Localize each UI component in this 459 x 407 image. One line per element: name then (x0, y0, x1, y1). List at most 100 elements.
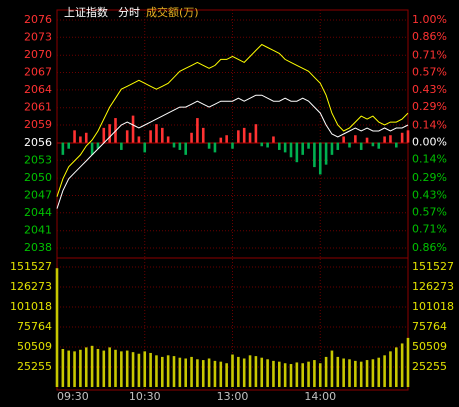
strength-bar (377, 142, 381, 149)
volume-bar (201, 360, 205, 387)
y2-tick-label: 0.57% (412, 66, 447, 79)
volume-bar (260, 357, 264, 387)
y2-tick-label: 0.86% (412, 241, 447, 254)
y-tick-label: 2064 (24, 83, 52, 96)
y-tick-label-right: 50509 (412, 340, 447, 353)
strength-bar (359, 142, 363, 150)
y2-tick-label: 0.86% (412, 30, 447, 43)
volume-bar (184, 358, 187, 387)
volume-bar (114, 349, 117, 387)
mode-label: 分时 (118, 6, 140, 19)
volume-bar (318, 363, 322, 387)
volume-bar (330, 350, 334, 387)
strength-bar (84, 132, 88, 143)
y2-tick-label: 0.57% (412, 205, 447, 218)
volume-bar (248, 355, 252, 387)
x-tick-label: 10:30 (129, 390, 161, 403)
volume-bar (219, 361, 223, 387)
volume-bar (196, 359, 199, 387)
volume-bar (166, 355, 170, 387)
strength-bar (389, 135, 392, 143)
y-tick-label: 2050 (24, 171, 52, 184)
strength-bar (342, 136, 345, 143)
volume-bar (313, 360, 316, 387)
volume-bar (225, 363, 228, 387)
y2-tick-label: 0.14% (412, 153, 447, 166)
y-tick-label: 2047 (24, 188, 52, 201)
y2-tick-label: 0.14% (412, 118, 447, 131)
y-tick-label: 2076 (24, 13, 52, 26)
strength-bar (295, 142, 299, 163)
volume-bar (79, 349, 82, 387)
volume-bar (359, 361, 363, 387)
volume-bar (102, 350, 106, 387)
y-tick-label: 2070 (24, 48, 52, 61)
index-line (56, 94, 409, 209)
strength-bar (400, 132, 404, 143)
volume-bar (137, 353, 141, 387)
strength-bar (73, 130, 76, 143)
strength-bar (324, 142, 328, 165)
strength-bar (289, 142, 293, 158)
strength-bar (365, 137, 369, 143)
strength-bar (213, 142, 217, 153)
strength-bar (201, 127, 205, 143)
volume-bar (400, 343, 404, 387)
strength-bar (278, 142, 281, 150)
strength-bar (330, 142, 334, 155)
volume-bar (383, 355, 386, 387)
y-tick-label: 2044 (24, 206, 52, 219)
strength-bar (196, 118, 199, 143)
strength-bar (161, 127, 164, 143)
y-tick-label: 75764 (17, 320, 52, 333)
y-tick-label-right: 151527 (412, 260, 454, 273)
volume-bar (155, 355, 158, 387)
strength-bar (272, 136, 275, 143)
y-tick-label: 126273 (10, 280, 52, 293)
y-tick-label-right: 101018 (412, 300, 454, 313)
volume-bar (295, 362, 299, 387)
strength-bar (184, 142, 187, 155)
y-tick-label: 2056 (24, 136, 52, 149)
volume-bar (96, 348, 100, 387)
volume-title: 成交额(万) (146, 5, 199, 19)
volume-bar (342, 358, 345, 387)
strength-bar (395, 142, 398, 148)
strength-bar (266, 142, 269, 148)
strength-bar (336, 142, 340, 150)
strength-bar (219, 137, 223, 143)
volume-bar (371, 359, 375, 387)
strength-bar (348, 142, 351, 148)
strength-bar (248, 132, 252, 143)
volume-bar (73, 351, 76, 387)
volume-bar (283, 363, 287, 387)
strength-bar (406, 130, 410, 143)
strength-bar (90, 142, 94, 155)
volume-bar (237, 356, 240, 387)
strength-bar (155, 124, 158, 143)
y-tick-label-right: 25255 (412, 360, 447, 373)
volume-bar (125, 350, 129, 387)
volume-bar (365, 360, 369, 387)
strength-bar (383, 136, 386, 143)
index-title: 上证指数 (64, 5, 108, 19)
y-tick-label: 50509 (17, 340, 52, 353)
volume-bar (301, 363, 304, 387)
volume-bar (90, 345, 94, 387)
volume-bar (406, 337, 410, 387)
volume-bar (389, 351, 392, 387)
volume-bar (278, 361, 281, 387)
x-tick-label: 14:00 (304, 390, 336, 403)
volume-bar (307, 361, 310, 387)
volume-bar (377, 357, 381, 387)
volume-bar (84, 347, 88, 387)
y-tick-label: 2041 (24, 224, 52, 237)
volume-bar (272, 360, 275, 387)
volume-bar (354, 360, 357, 387)
volume-bar (143, 351, 147, 387)
strength-bar (190, 132, 193, 143)
volume-bar (61, 348, 65, 387)
strength-bar (237, 130, 240, 143)
y-tick-label: 2053 (24, 153, 52, 166)
